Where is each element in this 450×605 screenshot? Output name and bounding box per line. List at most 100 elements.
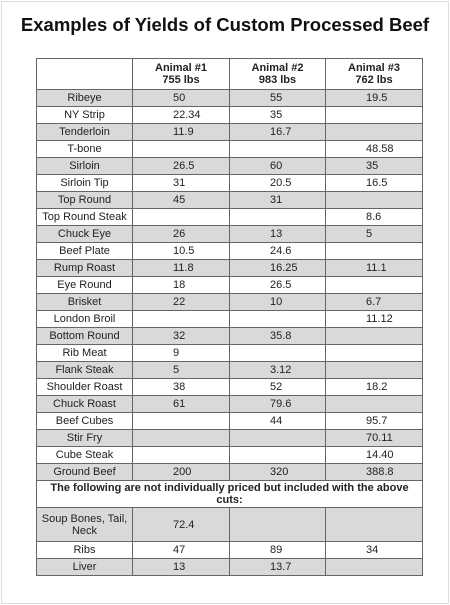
yield-value: 70.11 bbox=[325, 429, 423, 447]
column-header: Animal #1 755 lbs bbox=[132, 58, 230, 90]
yield-value: 52 bbox=[229, 378, 326, 396]
yield-value: 19.5 bbox=[325, 89, 423, 107]
table-row: Bottom Round 32 35.8 bbox=[36, 327, 423, 345]
yield-value: 13 bbox=[132, 558, 230, 576]
yield-value bbox=[325, 344, 423, 362]
table-row: Beef Plate 10.5 24.6 bbox=[36, 242, 423, 260]
yield-value: 44 bbox=[229, 412, 326, 430]
yield-value bbox=[229, 429, 326, 447]
yield-value: 13 bbox=[229, 225, 326, 243]
yield-value: 5 bbox=[132, 361, 230, 379]
cut-name: Ground Beef bbox=[36, 463, 133, 481]
yield-value bbox=[325, 276, 423, 294]
yield-value bbox=[325, 395, 423, 413]
yield-value: 10 bbox=[229, 293, 326, 311]
table-row: London Broil 11.12 bbox=[36, 310, 423, 328]
cut-name: Brisket bbox=[36, 293, 133, 311]
yield-value: 18 bbox=[132, 276, 230, 294]
cut-name: Flank Steak bbox=[36, 361, 133, 379]
yield-value: 48.58 bbox=[325, 140, 423, 158]
yield-value bbox=[132, 446, 230, 464]
cut-name: Chuck Roast bbox=[36, 395, 133, 413]
yield-value: 16.5 bbox=[325, 174, 423, 192]
yield-value bbox=[325, 558, 423, 576]
cut-name: NY Strip bbox=[36, 106, 133, 124]
cut-name: Sirloin bbox=[36, 157, 133, 175]
table-row: Ribeye 50 55 19.5 bbox=[36, 89, 423, 107]
table-row: Rib Meat 9 bbox=[36, 344, 423, 362]
yield-value bbox=[132, 208, 230, 226]
table-row: Chuck Roast 61 79.6 bbox=[36, 395, 423, 413]
cut-name: Top Round Steak bbox=[36, 208, 133, 226]
yield-table: Animal #1 755 lbs Animal #2 983 lbs Animal #… bbox=[36, 58, 423, 576]
yield-value: 26 bbox=[132, 225, 230, 243]
yield-value: 60 bbox=[229, 157, 326, 175]
table-row: Eye Round 18 26.5 bbox=[36, 276, 423, 294]
yield-value bbox=[132, 140, 230, 158]
cut-name: Tenderloin bbox=[36, 123, 133, 141]
table-row: Flank Steak 5 3.12 bbox=[36, 361, 423, 379]
yield-value: 200 bbox=[132, 463, 230, 481]
yield-value: 18.2 bbox=[325, 378, 423, 396]
cut-name: Beef Cubes bbox=[36, 412, 133, 430]
header-row: Animal #1 755 lbs Animal #2 983 lbs Animal #… bbox=[36, 58, 423, 90]
cut-name: T-bone bbox=[36, 140, 133, 158]
table-row: NY Strip 22.34 35 bbox=[36, 106, 423, 124]
cut-name: Stir Fry bbox=[36, 429, 133, 447]
cut-name: Eye Round bbox=[36, 276, 133, 294]
yield-value bbox=[229, 140, 326, 158]
yield-value: 32 bbox=[132, 327, 230, 345]
column-weight: 762 lbs bbox=[355, 74, 393, 86]
title: Examples of Yields of Custom Processed B… bbox=[20, 14, 430, 35]
yield-value: 11.1 bbox=[325, 259, 423, 277]
yield-value: 388.8 bbox=[325, 463, 423, 481]
cut-name: Chuck Eye bbox=[36, 225, 133, 243]
table-row: Stir Fry 70.11 bbox=[36, 429, 423, 447]
yield-value bbox=[132, 429, 230, 447]
cut-name: Top Round bbox=[36, 191, 133, 209]
yield-value: 11.12 bbox=[325, 310, 423, 328]
column-weight: 983 lbs bbox=[258, 74, 297, 86]
yield-value: 45 bbox=[132, 191, 230, 209]
yield-value: 89 bbox=[229, 541, 326, 559]
note-row: The following are not individually price… bbox=[36, 480, 423, 508]
table-row: Cube Steak 14.40 bbox=[36, 446, 423, 464]
table-row: Rump Roast 11.8 16.25 11.1 bbox=[36, 259, 423, 277]
column-name: Animal #2 bbox=[251, 62, 304, 74]
cut-name: Soup Bones, Tail, Neck bbox=[36, 507, 133, 542]
cut-name: Rump Roast bbox=[36, 259, 133, 277]
yield-value: 26.5 bbox=[229, 276, 326, 294]
yield-value: 35 bbox=[229, 106, 326, 124]
yield-value bbox=[325, 191, 423, 209]
yield-value bbox=[132, 412, 230, 430]
yield-value: 320 bbox=[229, 463, 326, 481]
yield-value bbox=[325, 361, 423, 379]
yield-value: 22.34 bbox=[132, 106, 230, 124]
yield-value: 34 bbox=[325, 541, 423, 559]
yield-value bbox=[229, 507, 326, 542]
table-row: Tenderloin 11.9 16.7 bbox=[36, 123, 423, 141]
yield-value: 47 bbox=[132, 541, 230, 559]
yield-value bbox=[325, 123, 423, 141]
yield-value: 6.7 bbox=[325, 293, 423, 311]
yield-value: 35.8 bbox=[229, 327, 326, 345]
yield-value: 14.40 bbox=[325, 446, 423, 464]
yield-value bbox=[132, 310, 230, 328]
yield-value: 95.7 bbox=[325, 412, 423, 430]
yield-value: 31 bbox=[229, 191, 326, 209]
yield-value bbox=[325, 242, 423, 260]
yield-value: 22 bbox=[132, 293, 230, 311]
yield-value: 16.25 bbox=[229, 259, 326, 277]
table-row: T-bone 48.58 bbox=[36, 140, 423, 158]
yield-value: 31 bbox=[132, 174, 230, 192]
column-name: Animal #1 bbox=[155, 62, 207, 74]
yield-value: 11.8 bbox=[132, 259, 230, 277]
yield-value: 55 bbox=[229, 89, 326, 107]
table-row: Chuck Eye 26 13 5 bbox=[36, 225, 423, 243]
cut-name: London Broil bbox=[36, 310, 133, 328]
yield-value: 20.5 bbox=[229, 174, 326, 192]
cut-name: Ribeye bbox=[36, 89, 133, 107]
table-row: Top Round Steak 8.6 bbox=[36, 208, 423, 226]
yield-value: 16.7 bbox=[229, 123, 326, 141]
